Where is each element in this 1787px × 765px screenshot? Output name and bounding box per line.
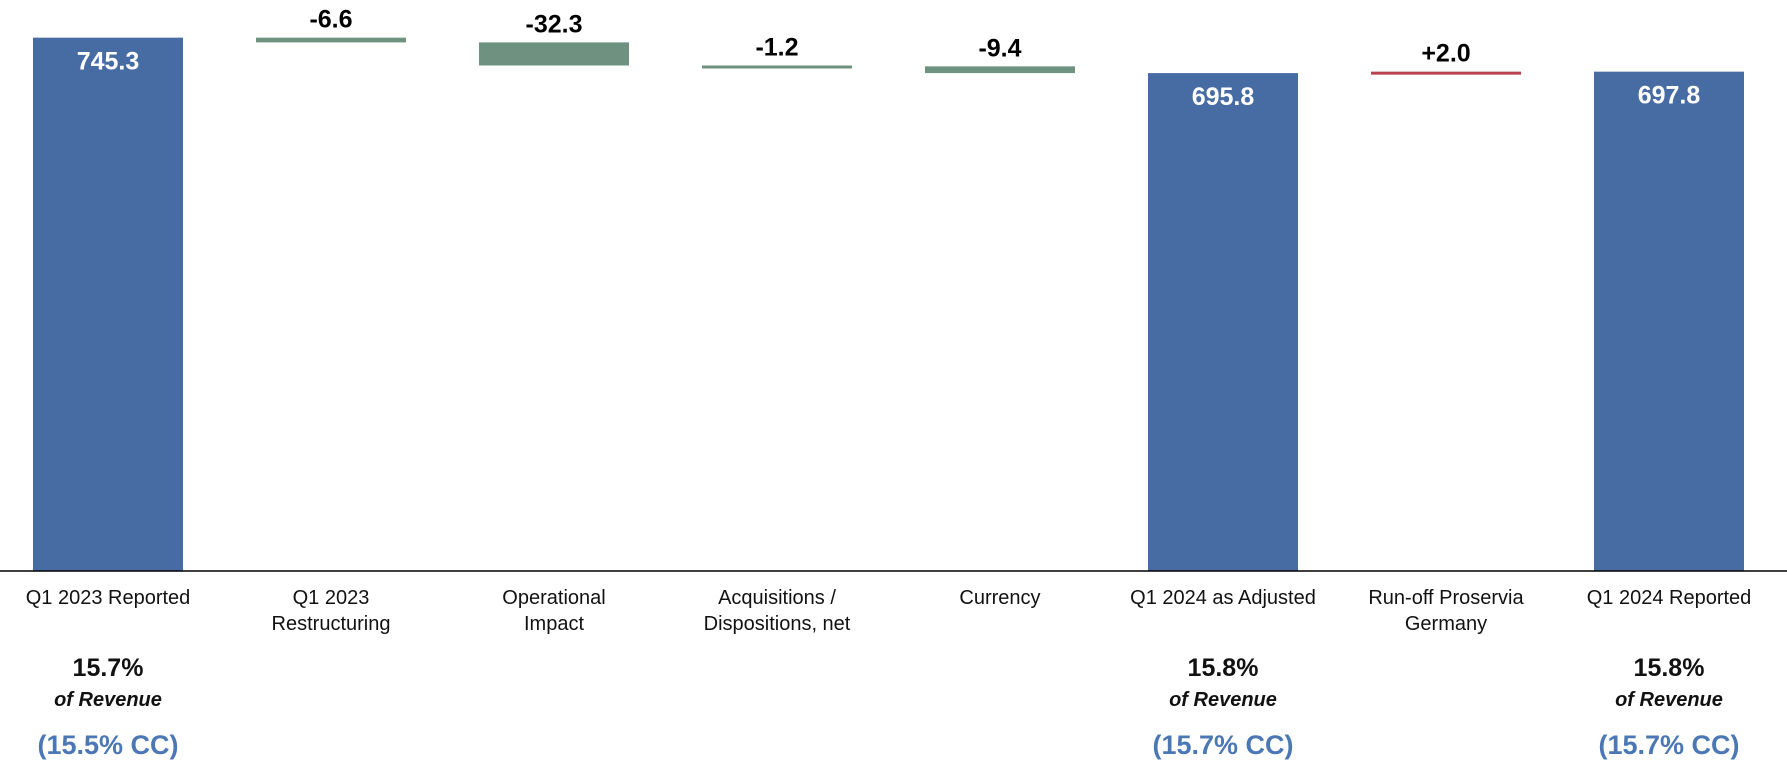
category-label: Acquisitions / bbox=[718, 587, 836, 609]
decrease-bar bbox=[256, 37, 406, 43]
margin-percent: 15.8% bbox=[1188, 654, 1259, 682]
category-label: Q1 2023 bbox=[293, 587, 370, 609]
category-label: Run-off Proservia bbox=[1368, 587, 1524, 609]
constant-currency-margin: (15.5% CC) bbox=[37, 730, 178, 760]
category-label: Restructuring bbox=[272, 613, 391, 635]
margin-percent: 15.7% bbox=[73, 654, 144, 682]
category-label: Dispositions, net bbox=[704, 613, 851, 635]
decrease-bar bbox=[479, 42, 629, 66]
data-label: -6.6 bbox=[309, 6, 352, 34]
category-label: Q1 2024 Reported bbox=[1587, 587, 1752, 609]
decrease-bar bbox=[702, 65, 852, 69]
total-bar bbox=[33, 37, 183, 571]
data-label: -1.2 bbox=[755, 34, 798, 62]
data-label: 745.3 bbox=[77, 48, 140, 76]
total-bar bbox=[1594, 71, 1744, 571]
category-label: Impact bbox=[524, 613, 584, 635]
data-label: 695.8 bbox=[1192, 83, 1255, 111]
of-revenue-label: of Revenue bbox=[54, 689, 162, 711]
category-label: Currency bbox=[959, 587, 1040, 609]
of-revenue-label: of Revenue bbox=[1169, 689, 1277, 711]
category-label: Q1 2023 Reported bbox=[26, 587, 191, 609]
constant-currency-margin: (15.7% CC) bbox=[1598, 730, 1739, 760]
category-label: Operational bbox=[502, 587, 605, 609]
increase-bar bbox=[1371, 71, 1521, 75]
data-label: -9.4 bbox=[978, 34, 1021, 62]
data-label: -32.3 bbox=[526, 10, 583, 38]
decrease-bar bbox=[925, 66, 1075, 74]
constant-currency-margin: (15.7% CC) bbox=[1152, 730, 1293, 760]
category-label: Q1 2024 as Adjusted bbox=[1130, 587, 1316, 609]
category-label: Germany bbox=[1405, 613, 1487, 635]
total-bar bbox=[1148, 73, 1298, 572]
of-revenue-label: of Revenue bbox=[1615, 689, 1723, 711]
data-label: +2.0 bbox=[1421, 40, 1470, 68]
margin-percent: 15.8% bbox=[1634, 654, 1705, 682]
data-label: 697.8 bbox=[1638, 82, 1701, 110]
